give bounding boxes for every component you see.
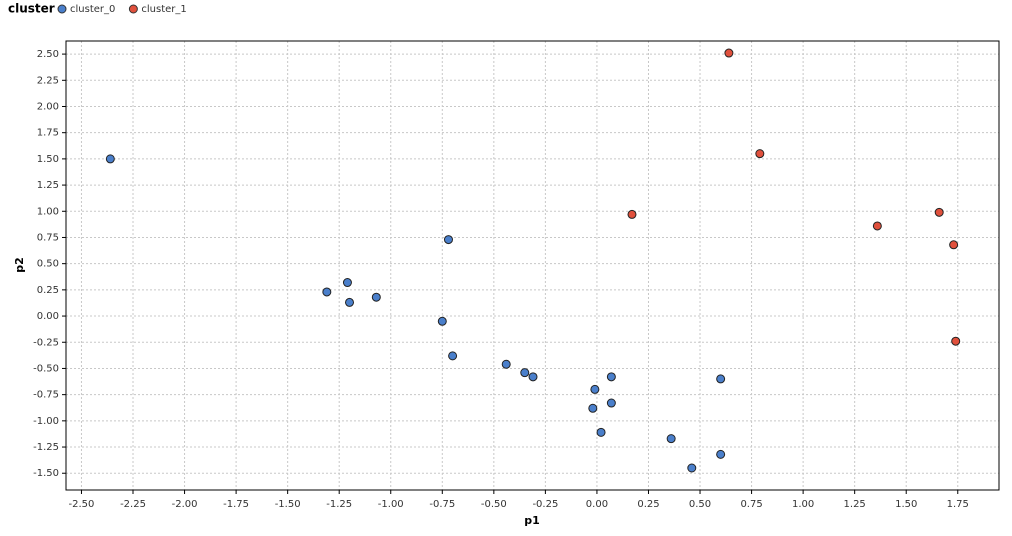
- point: [590, 384, 600, 394]
- legend-label: cluster_1: [141, 4, 186, 15]
- legend-label: cluster_0: [70, 4, 115, 15]
- point: [342, 278, 352, 288]
- legend-marker: [128, 4, 138, 14]
- x-tick-label: -2.00: [172, 499, 198, 510]
- point: [627, 209, 637, 219]
- point: [949, 240, 959, 250]
- x-tick-label: -0.50: [481, 499, 507, 510]
- point: [687, 463, 697, 473]
- x-tick-label: 0.50: [689, 499, 711, 510]
- legend-title: cluster: [8, 2, 55, 16]
- x-tick-label: 1.00: [792, 499, 814, 510]
- x-tick-label: -1.50: [275, 499, 301, 510]
- y-tick-label: -0.25: [33, 337, 59, 348]
- point: [588, 403, 598, 413]
- point: [934, 207, 944, 217]
- x-tick-label: -1.25: [326, 499, 352, 510]
- y-tick-label: 1.25: [37, 180, 59, 191]
- point: [951, 336, 961, 346]
- x-axis-label: p1: [524, 514, 540, 527]
- point: [606, 398, 616, 408]
- point: [437, 316, 447, 326]
- point: [520, 368, 530, 378]
- point: [322, 287, 332, 297]
- point: [528, 372, 538, 382]
- x-tick-label: -0.75: [429, 499, 455, 510]
- point: [716, 449, 726, 459]
- y-tick-label: 1.50: [37, 154, 59, 165]
- x-tick-label: 0.75: [740, 499, 762, 510]
- point: [872, 221, 882, 231]
- x-tick-label: -2.25: [120, 499, 146, 510]
- y-axis-label: p2: [13, 257, 26, 273]
- y-tick-label: 0.00: [37, 311, 59, 322]
- x-tick-label: 1.75: [947, 499, 969, 510]
- point: [596, 427, 606, 437]
- y-tick-label: -1.00: [33, 416, 59, 427]
- x-tick-label: 0.25: [637, 499, 659, 510]
- y-tick-label: 2.00: [37, 101, 59, 112]
- x-tick-label: 1.25: [844, 499, 866, 510]
- x-tick-label: -0.25: [532, 499, 558, 510]
- point: [755, 149, 765, 159]
- plot-border: [65, 40, 1000, 491]
- x-tick-label: -1.75: [223, 499, 249, 510]
- x-tick-label: 1.50: [895, 499, 917, 510]
- point: [716, 374, 726, 384]
- y-tick-label: -0.50: [33, 363, 59, 374]
- point: [606, 372, 616, 382]
- x-tick-label: 0.00: [586, 499, 608, 510]
- point: [371, 292, 381, 302]
- y-tick-label: 2.25: [37, 75, 59, 86]
- point: [724, 48, 734, 58]
- y-tick-label: -1.25: [33, 442, 59, 453]
- x-tick-label: -1.00: [378, 499, 404, 510]
- y-tick-label: -1.50: [33, 468, 59, 479]
- y-tick-label: 1.00: [37, 206, 59, 217]
- point: [443, 235, 453, 245]
- point: [345, 297, 355, 307]
- point: [105, 154, 115, 164]
- y-tick-label: 0.50: [37, 259, 59, 270]
- y-tick-label: -0.75: [33, 390, 59, 401]
- point: [666, 434, 676, 444]
- legend-marker: [57, 4, 67, 14]
- point: [501, 359, 511, 369]
- y-tick-label: 2.50: [37, 49, 59, 60]
- y-tick-label: 1.75: [37, 128, 59, 139]
- y-tick-label: 0.25: [37, 285, 59, 296]
- x-tick-label: -2.50: [69, 499, 95, 510]
- point: [448, 351, 458, 361]
- y-tick-label: 0.75: [37, 232, 59, 243]
